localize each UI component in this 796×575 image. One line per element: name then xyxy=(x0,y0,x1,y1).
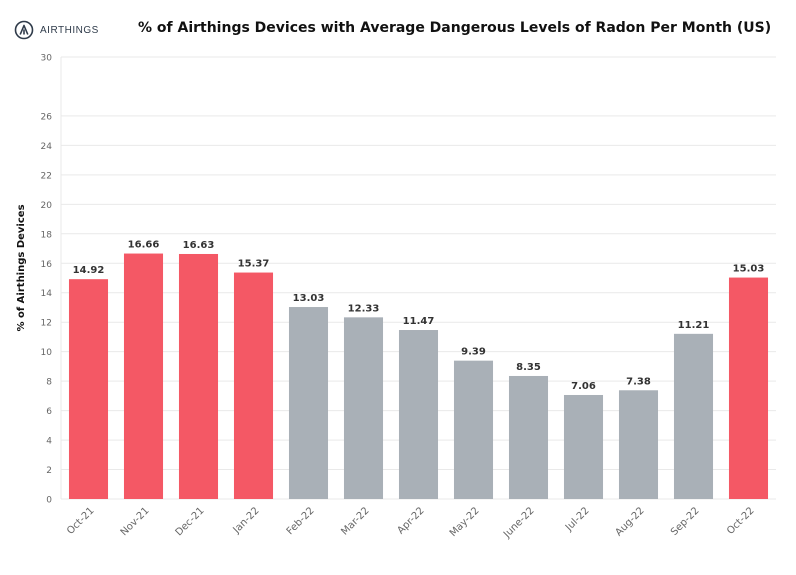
brand-logo: AIRTHINGS xyxy=(14,20,99,40)
bar xyxy=(728,277,769,499)
data-label: 9.39 xyxy=(461,347,486,358)
x-tick-label: Dec-21 xyxy=(174,505,207,538)
airthings-logo-icon xyxy=(14,20,34,40)
bar xyxy=(453,360,494,499)
data-label: 13.03 xyxy=(293,293,325,304)
x-tick-label: Oct-22 xyxy=(725,505,757,537)
bar xyxy=(68,279,109,499)
x-tick-label: Feb-22 xyxy=(285,505,317,537)
x-tick-label: Aug-22 xyxy=(613,505,646,538)
data-label: 16.63 xyxy=(183,240,215,251)
data-label: 11.21 xyxy=(678,320,710,331)
x-axis-ticks: Oct-21 Nov-21 Dec-21 Jan-22 Feb-22 Mar-22 Apr-… xyxy=(65,505,757,540)
brand-name: AIRTHINGS xyxy=(40,24,99,36)
y-tick-label: 12 xyxy=(41,319,52,329)
x-tick-label: Oct-21 xyxy=(65,505,97,537)
y-tick-label: 20 xyxy=(41,201,53,211)
y-tick-label: 26 xyxy=(41,112,53,122)
y-tick-label: 24 xyxy=(41,142,53,152)
y-tick-label: 10 xyxy=(41,348,53,358)
x-tick-label: June-22 xyxy=(501,505,536,540)
bar xyxy=(178,253,219,499)
bar xyxy=(563,394,604,499)
value-labels: 14.92 16.66 16.63 15.37 13.03 12.33 11.47 9.39 8… xyxy=(73,240,765,392)
data-label: 8.35 xyxy=(516,362,541,373)
data-label: 14.92 xyxy=(73,265,105,276)
bar xyxy=(233,272,274,499)
bar xyxy=(673,333,714,499)
x-tick-label: Sep-22 xyxy=(669,505,702,538)
y-tick-label: 18 xyxy=(41,230,53,240)
x-tick-label: Apr-22 xyxy=(396,505,427,536)
bar xyxy=(123,253,164,499)
data-label: 7.06 xyxy=(571,381,596,392)
y-tick-label: 4 xyxy=(46,437,52,447)
x-tick-label: Nov-21 xyxy=(119,505,152,538)
data-label: 15.03 xyxy=(733,264,765,275)
y-tick-label: 14 xyxy=(41,289,53,299)
data-label: 15.37 xyxy=(238,259,270,270)
data-label: 16.66 xyxy=(128,240,160,251)
chart-title: % of Airthings Devices with Average Dang… xyxy=(138,20,772,36)
x-tick-label: May-22 xyxy=(448,505,482,539)
y-axis-label: % of Airthings Devices xyxy=(16,204,27,331)
chart-header: AIRTHINGS % of Airthings Devices with Av… xyxy=(0,0,796,52)
bar xyxy=(618,390,659,499)
y-tick-label: 6 xyxy=(46,407,52,417)
bar xyxy=(508,375,549,499)
y-tick-label: 16 xyxy=(41,260,53,270)
x-tick-label: Jan-22 xyxy=(231,505,262,536)
x-tick-label: Jul-22 xyxy=(563,505,592,534)
y-tick-label: 22 xyxy=(41,171,52,181)
y-tick-label: 2 xyxy=(46,466,52,476)
y-tick-label: 0 xyxy=(46,496,52,506)
data-label: 11.47 xyxy=(403,316,435,327)
bar xyxy=(343,317,384,499)
bar xyxy=(398,330,439,499)
bars xyxy=(68,253,769,499)
data-label: 7.38 xyxy=(626,376,651,387)
bar xyxy=(288,307,329,499)
y-tick-label: 30 xyxy=(41,54,53,64)
x-tick-label: Mar-22 xyxy=(339,505,371,537)
y-tick-label: 8 xyxy=(46,378,52,388)
data-label: 12.33 xyxy=(348,303,380,314)
